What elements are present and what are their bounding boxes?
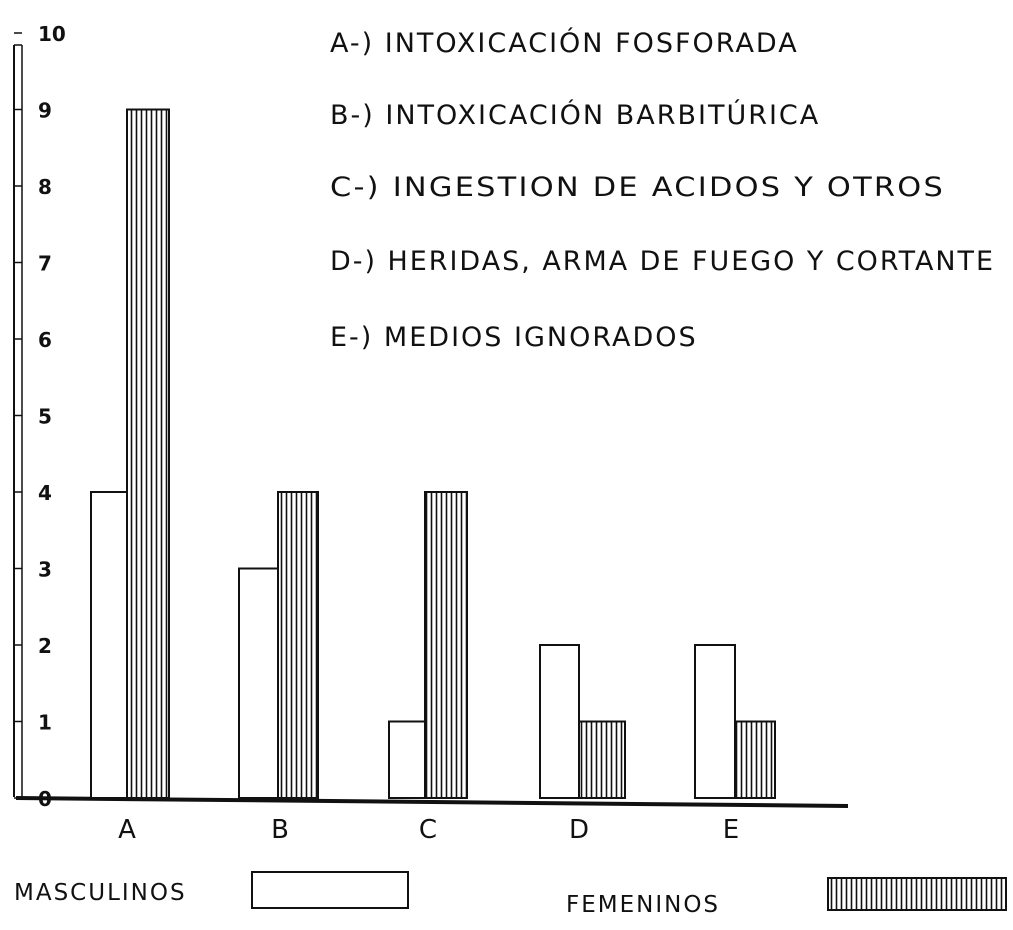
- bar-masculinos-d: [539, 644, 580, 799]
- bar-femeninos-d: [578, 720, 626, 799]
- bar-femeninos-c: [424, 491, 468, 799]
- bar-femeninos-b: [277, 491, 319, 799]
- y-tick-label: 1: [38, 711, 52, 735]
- category-label-b: B: [271, 815, 289, 845]
- category-label-a: A: [118, 815, 136, 845]
- legend-entry-d: D-) HERIDAS, ARMA DE FUEGO Y CORTANTE: [330, 246, 995, 277]
- bar-masculinos-e: [694, 644, 736, 799]
- legend-entry-e: E-) MEDIOS IGNORADOS: [330, 322, 698, 353]
- y-tick-label: 9: [38, 99, 52, 123]
- x-axis-line: [15, 796, 849, 808]
- y-tick-label: 5: [38, 405, 52, 429]
- key-swatch-male: [251, 871, 409, 909]
- legend-entry-a: A-) INTOXICACIÓN FOSFORADA: [330, 27, 799, 59]
- y-tick-label: 2: [38, 634, 52, 658]
- category-label-d: D: [569, 815, 589, 845]
- bar-femeninos-e: [734, 720, 776, 799]
- legend: A-) INTOXICACIÓN FOSFORADA B-) INTOXICAC…: [330, 27, 995, 353]
- series-key: MASCULINOS FEMENINOS: [14, 871, 1007, 918]
- bar-masculinos-a: [90, 491, 128, 799]
- legend-entry-c: C-) INGESTION DE ACIDOS Y OTROS: [330, 172, 945, 203]
- left-border-strip: [13, 44, 23, 797]
- bar-masculinos-c: [388, 720, 426, 799]
- category-label-c: C: [419, 815, 437, 845]
- bar-femeninos-a: [126, 108, 170, 799]
- y-tick-label: 4: [38, 481, 52, 505]
- y-tick-label: 10: [38, 22, 66, 46]
- y-tick-label: 7: [38, 252, 52, 276]
- category-label-e: E: [723, 815, 739, 845]
- key-label-male: MASCULINOS: [14, 880, 187, 906]
- y-tick-label: 8: [38, 175, 52, 199]
- category-labels: A B C D E: [118, 815, 739, 845]
- bar-masculinos-b: [238, 567, 279, 799]
- key-swatch-female: [827, 877, 1007, 911]
- y-tick-label: 3: [38, 558, 52, 582]
- y-tick-label: 6: [38, 328, 52, 352]
- legend-entry-b: B-) INTOXICACIÓN BARBITÚRICA: [330, 99, 820, 131]
- y-tick-labels: 0 1 2 3 4 5 6 7 8 9 10: [14, 22, 66, 811]
- y-tick-label: 0: [38, 787, 52, 811]
- key-label-female: FEMENINOS: [566, 892, 720, 918]
- bars-group: [90, 108, 776, 799]
